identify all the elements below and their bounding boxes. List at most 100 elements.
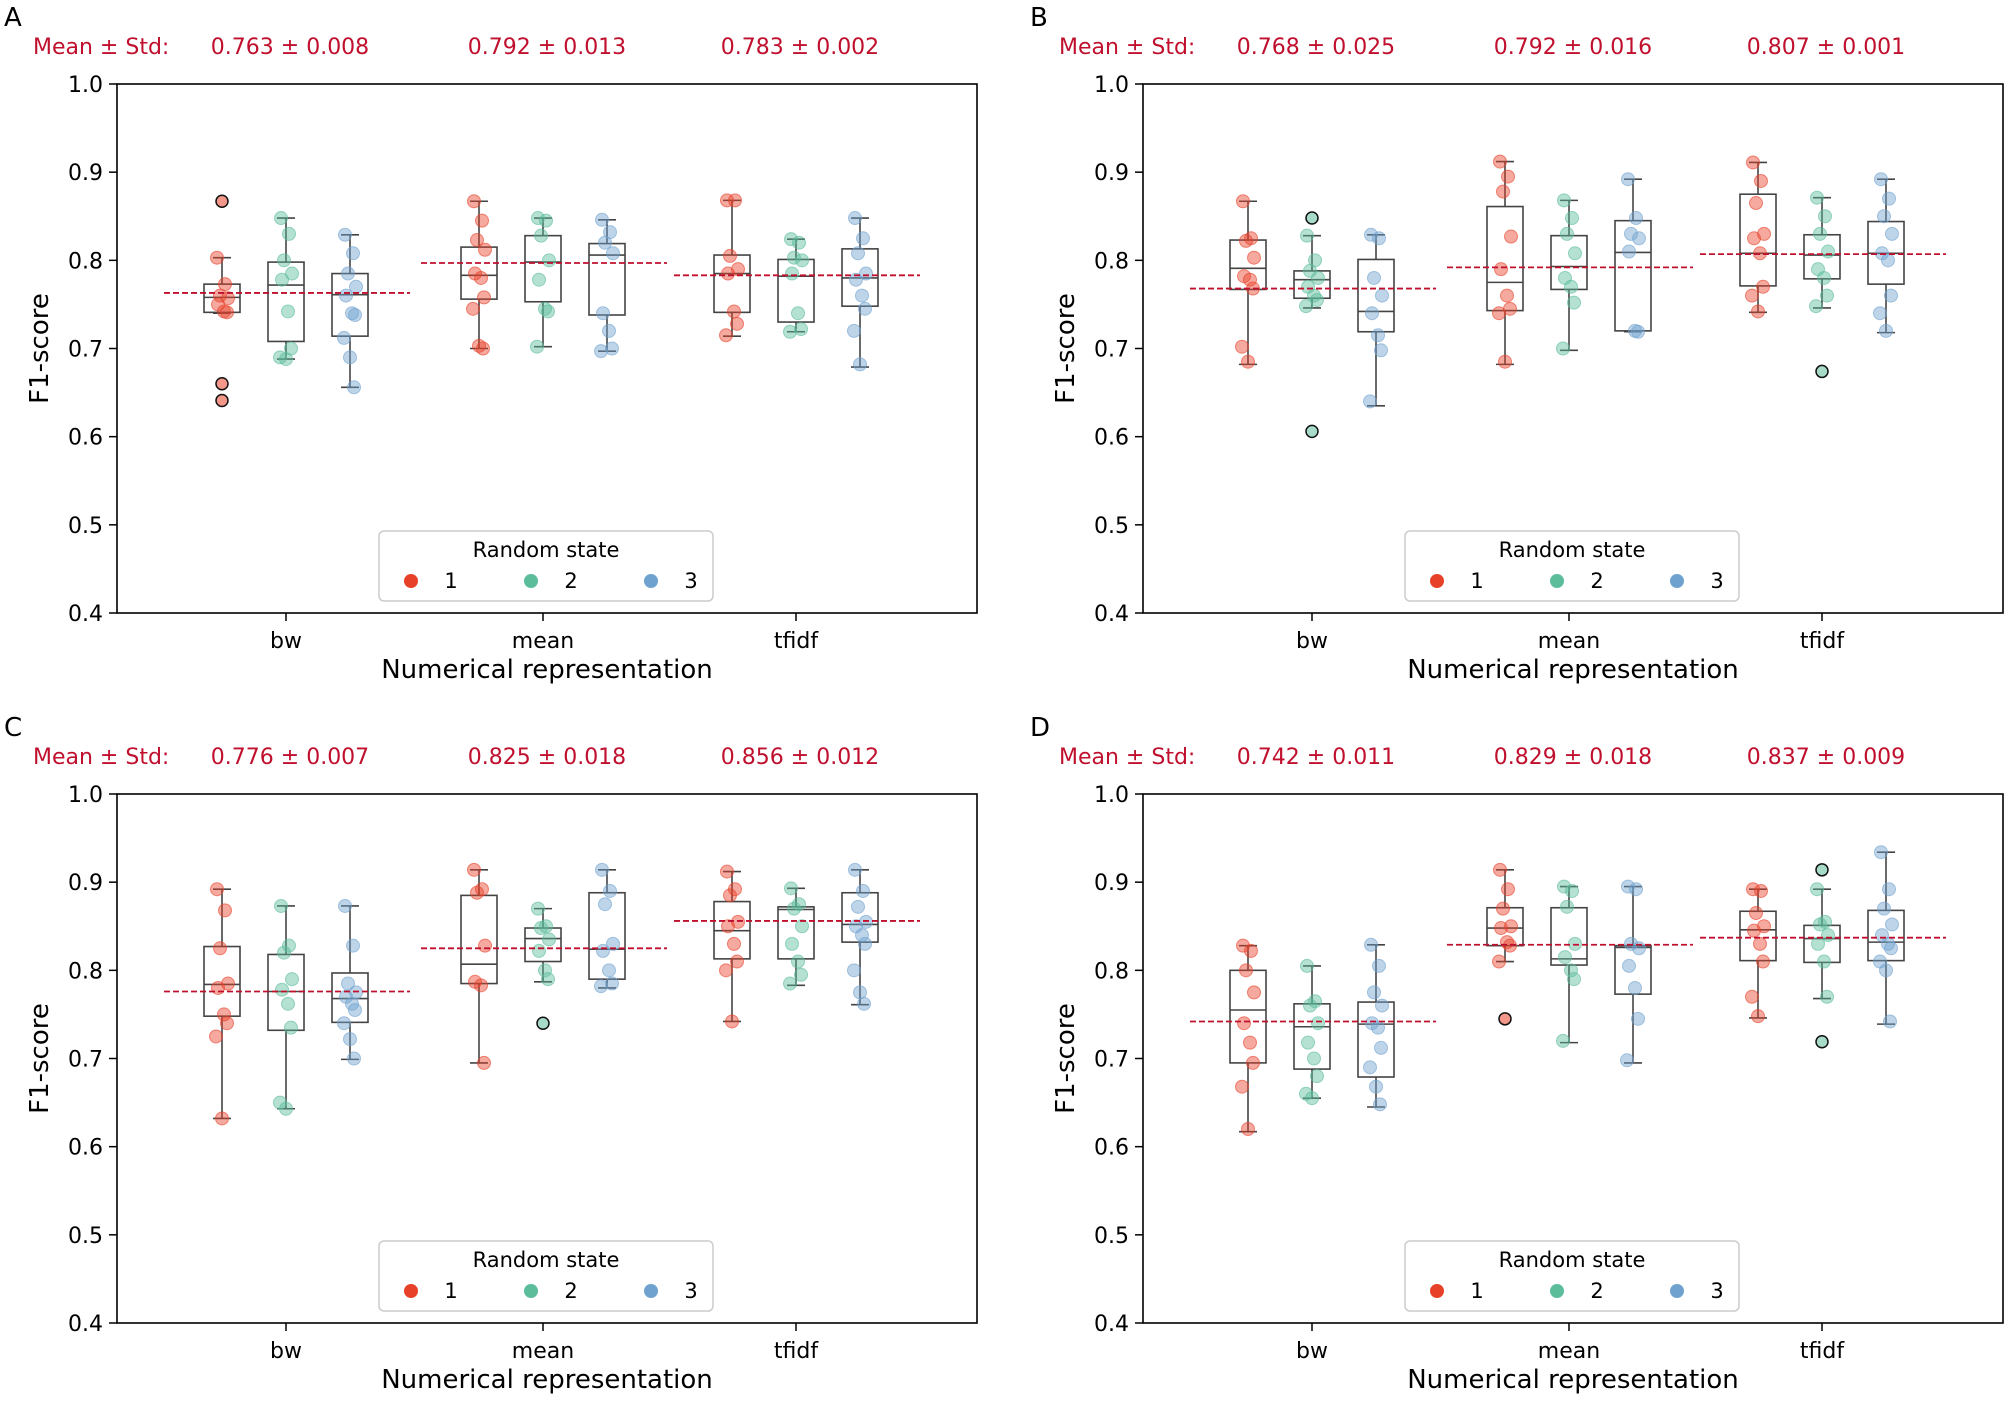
panel-D: D Mean ± Std: 0.742 ± 0.011 0.829 ± 0.018 0.…: [1030, 713, 2004, 1395]
data-point: [538, 963, 552, 978]
data-point: [213, 941, 227, 956]
data-point: [728, 193, 742, 208]
box-iqr: [713, 254, 751, 314]
y-tick-label: 0.8: [1094, 249, 1129, 274]
box-tfidf-series-1: [713, 864, 751, 1029]
data-point: [794, 967, 808, 982]
legend-label-2: 2: [1590, 1279, 1603, 1303]
legend-label-2: 2: [1590, 569, 1603, 593]
data-point: [594, 979, 608, 994]
legend-marker-3: [1670, 574, 1684, 588]
data-point: [605, 341, 619, 356]
data-point: [1632, 941, 1646, 956]
data-point: [281, 304, 295, 319]
box-tfidf-series-2: [1803, 863, 1841, 1049]
data-point: [1500, 288, 1514, 303]
legend-marker-2: [524, 1284, 538, 1298]
data-point: [605, 976, 619, 991]
data-point: [855, 928, 869, 943]
box-mean-series-3: [1614, 879, 1652, 1068]
data-point: [346, 246, 360, 261]
data-point: [1371, 1020, 1385, 1035]
data-point: [784, 881, 798, 896]
data-point: [785, 266, 799, 281]
data-point: [284, 1020, 298, 1035]
box-mean-series-3: [588, 212, 626, 359]
box-iqr: [203, 283, 241, 314]
legend-title: Random state: [1499, 1248, 1646, 1272]
data-point: [531, 901, 545, 916]
legend-marker-3: [644, 1284, 658, 1298]
y-tick-label: 0.5: [68, 514, 103, 539]
y-tick-label: 0.6: [68, 426, 103, 451]
data-point: [1631, 324, 1645, 339]
data-point: [1821, 244, 1835, 259]
data-point: [849, 272, 863, 287]
legend-label-1: 1: [444, 569, 457, 593]
y-axis-title: F1-score: [1051, 293, 1081, 404]
data-point: [1310, 1069, 1324, 1084]
legend-frame: [1404, 1240, 1740, 1312]
outlier-point: [1815, 1034, 1829, 1049]
data-point: [1818, 209, 1832, 224]
data-point: [221, 291, 235, 306]
data-point: [1244, 943, 1258, 958]
x-tick-label-tfidf: tfidf: [774, 629, 819, 654]
box-iqr: [524, 234, 562, 303]
data-point: [541, 972, 555, 987]
data-point: [1243, 1035, 1257, 1050]
data-point: [596, 306, 610, 321]
data-point: [602, 963, 616, 978]
data-point: [602, 323, 616, 338]
y-tick-label: 0.9: [1094, 161, 1129, 186]
legend-label-1: 1: [1470, 569, 1483, 593]
data-point: [1241, 354, 1255, 369]
data-point: [1492, 306, 1506, 321]
data-point: [1556, 341, 1570, 356]
data-point: [1879, 963, 1893, 978]
box-bw-series-3: [331, 898, 369, 1066]
data-point: [1621, 172, 1635, 187]
box-mean-series-1: [1486, 154, 1524, 369]
y-tick-label: 0.4: [68, 602, 103, 627]
data-point: [791, 306, 805, 321]
outlier-point: [1815, 863, 1829, 877]
data-point: [721, 266, 735, 281]
y-tick-label: 1.0: [1094, 73, 1129, 98]
data-point: [594, 344, 608, 359]
data-point: [606, 246, 620, 261]
data-point: [1311, 270, 1325, 285]
data-point: [603, 883, 617, 898]
data-point: [1247, 985, 1261, 1000]
data-point: [1622, 244, 1636, 259]
y-tick-label: 0.7: [1094, 1048, 1129, 1073]
data-point: [1236, 938, 1250, 953]
data-point: [851, 246, 865, 261]
data-point: [532, 943, 546, 958]
legend-marker-3: [644, 574, 658, 588]
y-tick-label: 0.7: [68, 1048, 103, 1073]
data-point: [1753, 936, 1767, 951]
data-point: [1372, 958, 1386, 973]
legend-frame: [378, 1240, 714, 1312]
panel-A: A Mean ± Std: 0.763 ± 0.008 0.792 ± 0.013 0.…: [4, 3, 978, 685]
data-point: [1374, 1040, 1388, 1055]
legend-marker-1: [404, 1284, 418, 1298]
data-point: [1749, 196, 1763, 211]
panel-letter: B: [1030, 3, 1048, 33]
legend-label-2: 2: [564, 1279, 577, 1303]
legend-marker-2: [1550, 574, 1564, 588]
data-point: [337, 330, 351, 345]
data-point: [598, 235, 612, 250]
data-point: [1374, 343, 1388, 358]
data-point: [1303, 998, 1317, 1013]
stat-value-mean: 0.792 ± 0.013: [468, 35, 626, 60]
data-point: [279, 352, 293, 367]
legend-title: Random state: [1499, 538, 1646, 562]
data-point: [1564, 963, 1578, 978]
box-mean-series-2: [524, 901, 562, 1030]
data-point: [218, 277, 232, 292]
stat-value-tfidf: 0.807 ± 0.001: [1747, 35, 1905, 60]
y-tick-label: 0.4: [1094, 602, 1129, 627]
